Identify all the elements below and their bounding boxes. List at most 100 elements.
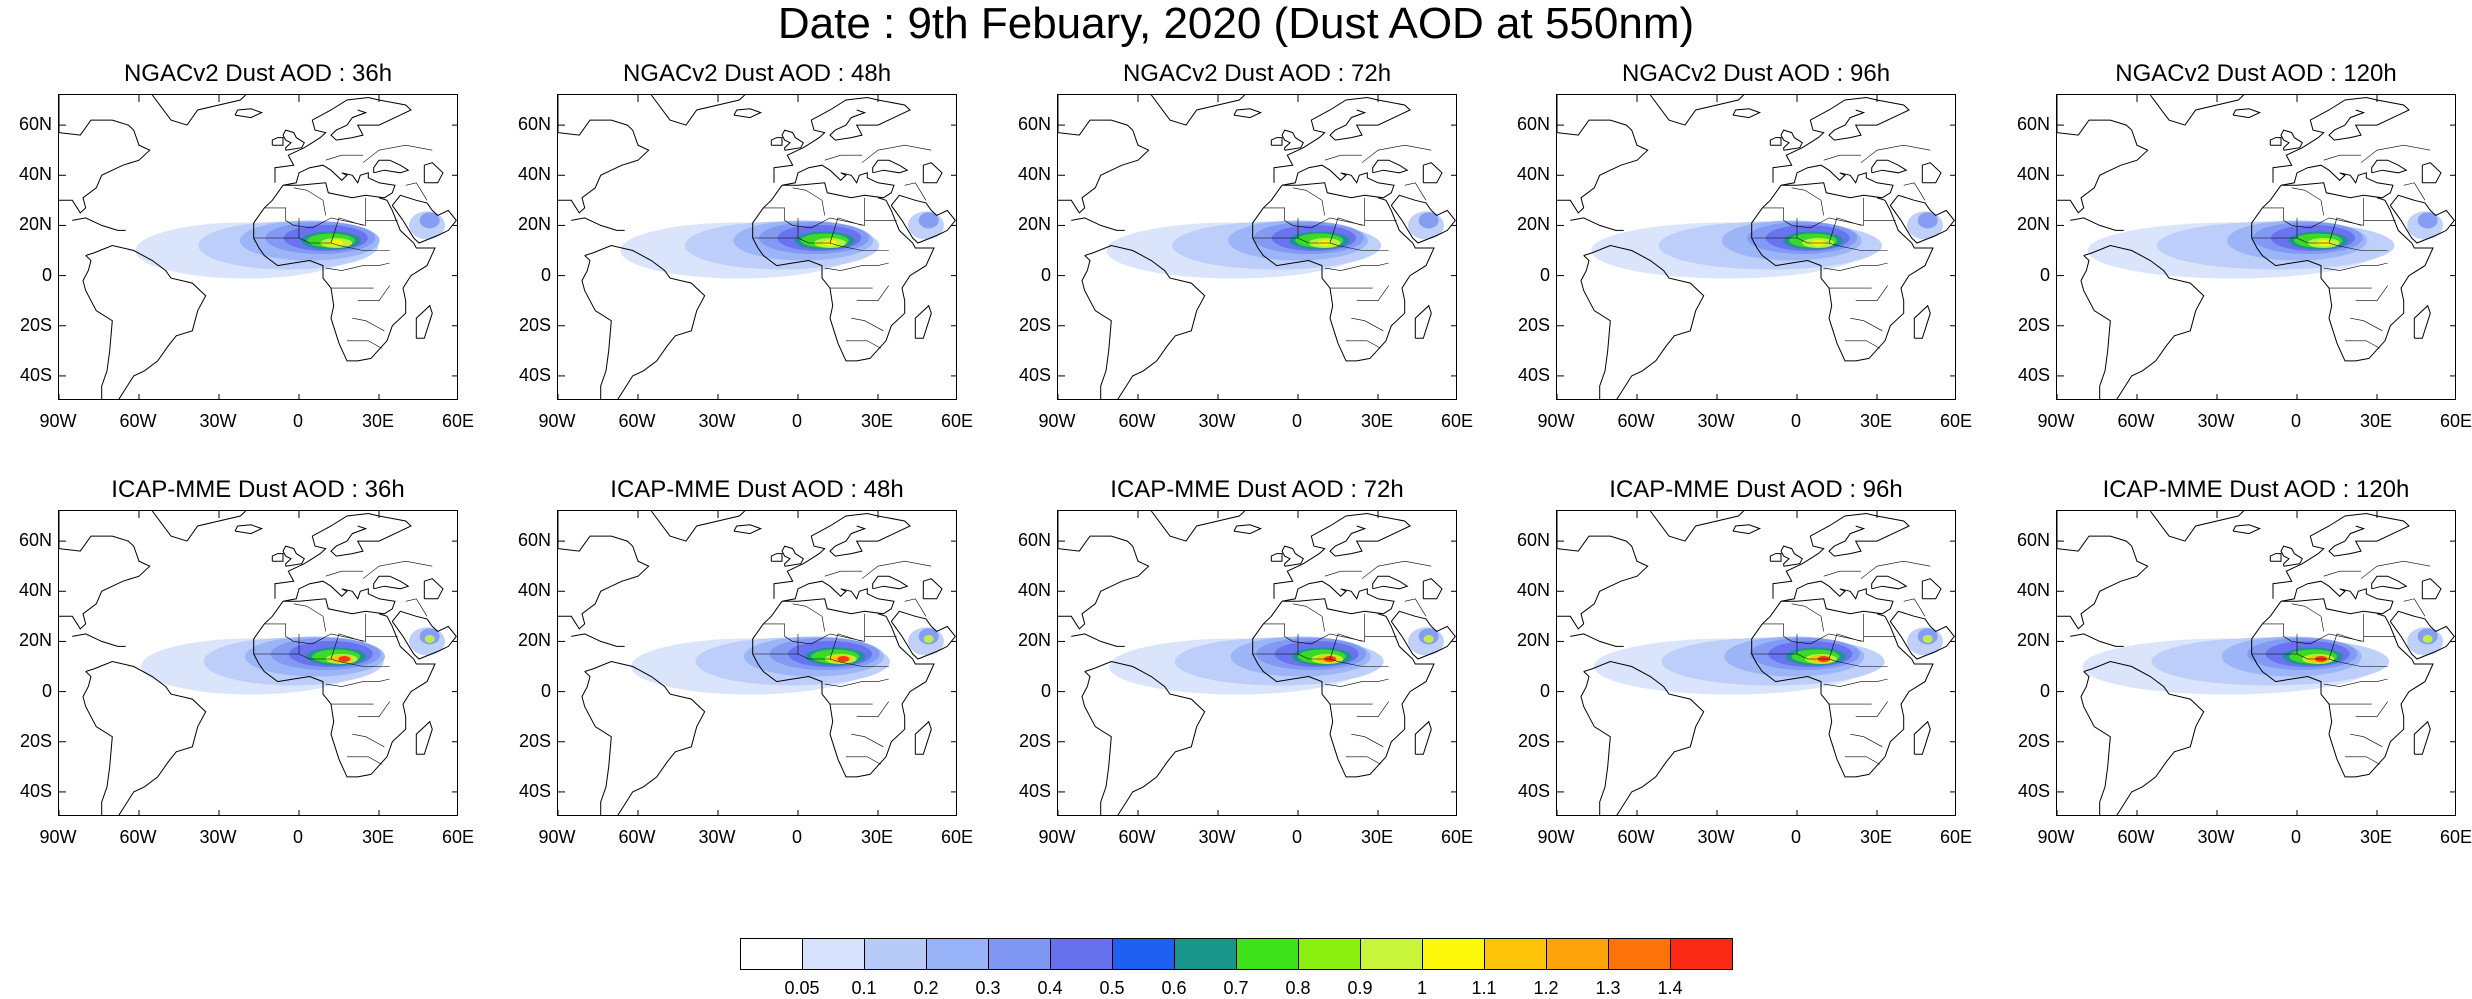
colorbar-label: 0.05	[784, 978, 820, 998]
x-tick-label: 60W	[618, 411, 656, 431]
y-tick-label: 0	[1539, 680, 1550, 701]
country-border	[2355, 285, 2388, 301]
x-tick-label: 90W	[2037, 827, 2075, 847]
country-border	[904, 598, 927, 617]
country-border	[1404, 598, 1427, 617]
x-tick-label: 60E	[940, 827, 974, 847]
x-tick-label: 30W	[199, 827, 237, 847]
coastline-uk	[1780, 129, 1803, 151]
coastline-madagascar	[415, 720, 433, 755]
coastline-blackSea	[1372, 159, 1409, 174]
colorbar-swatch	[1360, 938, 1423, 970]
coastline-madagascar	[1913, 720, 1931, 755]
y-tick-label: 60N	[1017, 114, 1051, 135]
coastline-africa	[2251, 185, 2434, 362]
y-tick-label: 40N	[517, 580, 551, 601]
panel-title: NGACv2 Dust AOD : 96h	[1621, 60, 1891, 87]
country-border	[1850, 317, 1883, 332]
colorbar-label: 0.3	[975, 978, 1001, 998]
map-plot-area	[58, 510, 458, 816]
country-border	[1762, 207, 1864, 229]
x-tick-label: 30W	[2197, 411, 2235, 431]
country-border	[405, 182, 428, 201]
y-tick-label: 0	[41, 264, 52, 285]
coastline-caribbean	[1570, 633, 1624, 647]
map-panel: NGACv2 Dust AOD : 48h	[557, 60, 957, 400]
country-border	[1351, 317, 1384, 332]
dust-plume	[1418, 212, 1439, 229]
y-tick-label: 60N	[1516, 530, 1550, 551]
x-tick-label: 60E	[441, 827, 475, 847]
y-tick-label: 40N	[2016, 580, 2050, 601]
country-border	[352, 733, 385, 748]
y-tick-label: 20S	[1517, 730, 1550, 751]
colorbar-swatch	[1236, 938, 1299, 970]
coastline-europe	[2272, 512, 2410, 599]
country-border	[1791, 187, 1824, 216]
colorbar	[740, 938, 1733, 972]
country-border	[264, 207, 366, 229]
map-panel: ICAP-MME Dust AOD : 72h	[1057, 476, 1457, 816]
colorbar-label: 0.4	[1037, 978, 1063, 998]
colorbar-label: 1.3	[1595, 978, 1621, 998]
coastline-blackSea	[872, 159, 909, 174]
y-tick-label: 20S	[19, 730, 52, 751]
map-plot-area	[2056, 94, 2456, 400]
y-tick-label: 40S	[1517, 364, 1550, 385]
coastline-arabia	[890, 610, 956, 660]
y-tick-label: 20N	[2016, 630, 2050, 651]
panel-title: ICAP-MME Dust AOD : 120h	[2102, 476, 2410, 503]
panel-title: NGACv2 Dust AOD : 120h	[2115, 60, 2397, 87]
country-border	[325, 154, 363, 161]
country-border	[1751, 237, 1888, 251]
country-border	[1855, 285, 1888, 301]
country-border	[362, 560, 433, 579]
coastline-madagascar	[914, 720, 932, 755]
x-tick-label: 30E	[2359, 411, 2393, 431]
dust-plume	[2422, 634, 2433, 643]
coastline-caspian	[1422, 162, 1443, 184]
coastline-greenland	[2149, 511, 2245, 542]
coastline-iceland	[234, 108, 264, 119]
coastline-southAmerica	[1081, 660, 1206, 815]
country-border	[2323, 570, 2361, 577]
country-border	[846, 756, 881, 765]
y-tick-label: 20N	[1017, 630, 1051, 651]
x-tick-label: 30E	[2359, 827, 2393, 847]
coastline-caspian	[2421, 578, 2442, 600]
country-border	[1860, 560, 1931, 579]
y-tick-label: 20S	[518, 314, 551, 335]
dust-plume	[923, 634, 934, 643]
coastline-arabia	[890, 194, 956, 244]
y-tick-label: 20S	[1018, 314, 1051, 335]
coastline-northAmerica	[1557, 95, 1649, 214]
x-tick-label: 60E	[1939, 827, 1973, 847]
y-tick-label: 60N	[1516, 114, 1550, 135]
x-tick-label: 60W	[119, 411, 157, 431]
x-tick-label: 60E	[1440, 827, 1474, 847]
country-border	[824, 154, 862, 161]
coastline-greenland	[650, 95, 746, 126]
y-tick-label: 40S	[518, 364, 551, 385]
map-plot-area	[557, 94, 957, 400]
coastline-iceland	[1233, 108, 1263, 119]
x-tick-label: 30E	[361, 827, 395, 847]
colorbar-swatch	[1298, 938, 1361, 970]
coastline-southAmerica	[2080, 244, 2205, 399]
country-border	[2360, 144, 2431, 163]
country-border	[1855, 701, 1888, 717]
coastline-blackSea	[373, 575, 410, 590]
coastline-ireland	[271, 553, 284, 562]
country-border	[1791, 603, 1824, 632]
coastline-med	[1780, 164, 1894, 199]
country-border	[2251, 653, 2388, 667]
map-panel: ICAP-MME Dust AOD : 48h	[557, 476, 957, 816]
colorbar-swatch	[740, 938, 803, 970]
country-border	[1828, 633, 1862, 660]
coastline-arabia	[391, 194, 457, 244]
y-tick-label: 20N	[2016, 214, 2050, 235]
colorbar-swatch	[1670, 938, 1733, 970]
y-tick-label: 0	[2039, 264, 2050, 285]
coastline-northAmerica	[1058, 95, 1150, 214]
coastline-africa	[253, 601, 436, 778]
